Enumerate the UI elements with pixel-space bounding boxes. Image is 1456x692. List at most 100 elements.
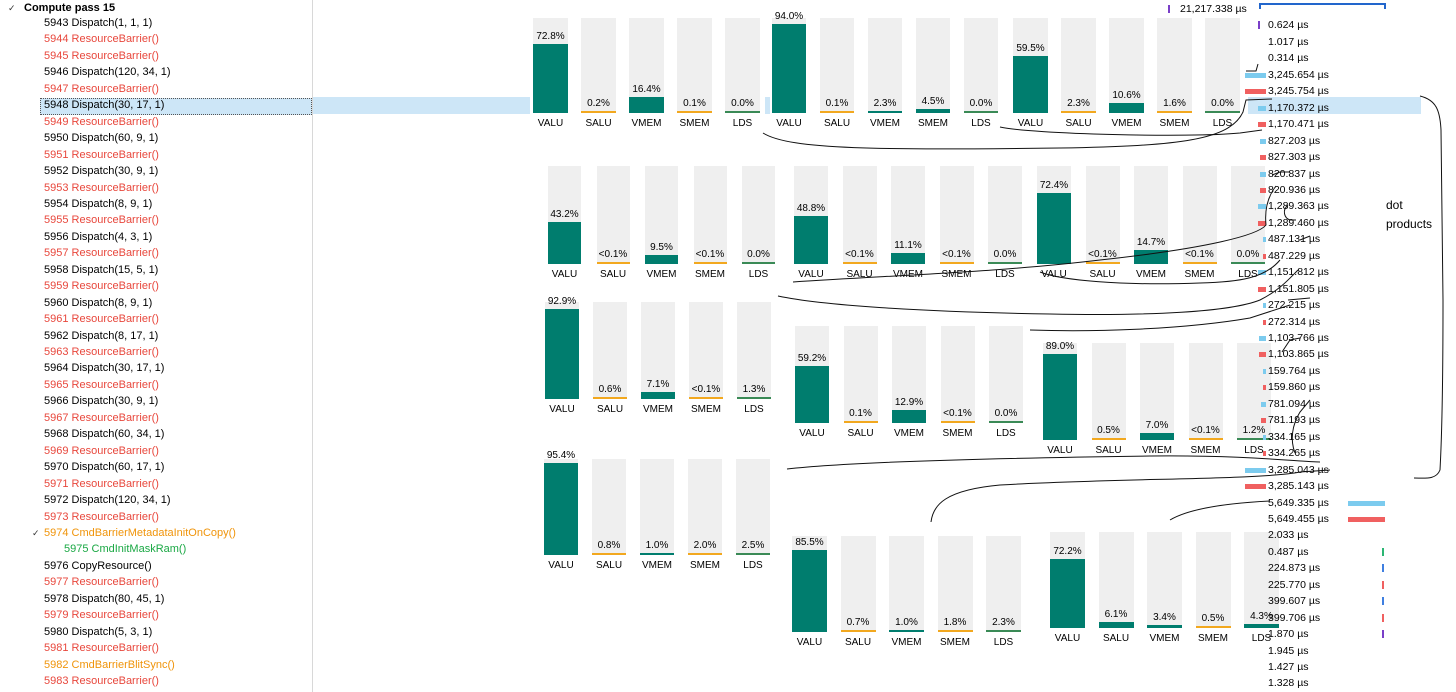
bar-category-label: VALU [786,637,833,648]
bar-smem [941,421,975,423]
bar-value-label: 95.4% [538,450,584,461]
tree-item[interactable]: 5975 CmdInitMaskRam() [64,541,186,557]
bar-value-label: 0.0% [983,408,1029,419]
tree-item[interactable]: 5977 ResourceBarrier() [44,574,159,590]
duration-value: 1,151.812 µs [1268,264,1329,280]
tree-item[interactable]: 5973 ResourceBarrier() [44,509,159,525]
duration-tick [1382,597,1384,605]
tree-item[interactable]: 5962 Dispatch(8, 17, 1) [44,328,158,344]
tree-item[interactable]: 5968 Dispatch(60, 34, 1) [44,426,164,442]
duration-value: 1,170.372 µs [1268,100,1329,116]
tree-item[interactable]: 5967 ResourceBarrier() [44,410,159,426]
tree-item[interactable]: 5981 ResourceBarrier() [44,640,159,656]
duration-value: 3,285.043 µs [1268,462,1329,478]
tree-item[interactable]: 5972 Dispatch(120, 34, 1) [44,492,171,508]
bar-smem [1189,438,1223,440]
duration-bar [1348,501,1385,506]
tree-item[interactable]: 5969 ResourceBarrier() [44,443,159,459]
bar-valu [533,44,568,113]
duration-bar [1263,385,1266,390]
tree-item[interactable]: 5944 ResourceBarrier() [44,31,159,47]
tree-item[interactable]: 5946 Dispatch(120, 34, 1) [44,64,171,80]
duration-value: 781.193 µs [1268,412,1320,428]
bar-valu [548,222,581,264]
tree-item[interactable]: 5971 ResourceBarrier() [44,476,159,492]
duration-value: 1,289.363 µs [1268,198,1329,214]
chevron-down-icon[interactable]: ✓ [32,528,40,539]
duration-value: 781.094 µs [1268,396,1320,412]
bar-salu [592,553,626,555]
duration-value: 159.764 µs [1268,363,1320,379]
tree-item[interactable]: 5980 Dispatch(5, 3, 1) [44,624,152,640]
bar-category-label: VMEM [862,118,908,129]
tree-item[interactable]: 5976 CopyResource() [44,558,152,574]
tree-item[interactable]: 5960 Dispatch(8, 9, 1) [44,295,152,311]
tree-item[interactable]: 5951 ResourceBarrier() [44,147,159,163]
tree-item[interactable]: 5983 ResourceBarrier() [44,673,159,689]
bar-value-label: 89.0% [1037,341,1083,352]
bar-value-label: 2.0% [682,540,728,551]
bar-smem [1183,262,1217,264]
bar-salu [820,111,854,113]
bar-value-label: 10.6% [1103,90,1150,101]
tree-item[interactable]: 5964 Dispatch(30, 17, 1) [44,360,164,376]
bar-category-label: LDS [719,118,766,129]
duration-tick [1258,21,1260,29]
tree-item[interactable]: 5982 CmdBarrierBlitSync() [44,657,175,673]
tree-item[interactable]: 5943 Dispatch(1, 1, 1) [44,15,152,31]
bar-category-label: VMEM [634,560,680,571]
bar-smem [694,262,727,264]
tree-item[interactable]: 5954 Dispatch(8, 9, 1) [44,196,152,212]
tree-item[interactable]: 5956 Dispatch(4, 3, 1) [44,229,152,245]
connector-line [787,456,1320,469]
tree-item[interactable]: 5945 ResourceBarrier() [44,48,159,64]
duration-value: 827.303 µs [1268,149,1320,165]
tree-item[interactable]: 5979 ResourceBarrier() [44,607,159,623]
tree-item[interactable]: 5950 Dispatch(60, 9, 1) [44,130,158,146]
bar-smem [1196,626,1231,628]
tree-item[interactable]: 5953 ResourceBarrier() [44,180,159,196]
bar-value-label: 1.0% [634,540,680,551]
bar-salu [1061,111,1096,113]
tree-item[interactable]: 5961 ResourceBarrier() [44,311,159,327]
bar-value-label: 2.3% [980,617,1027,628]
bar-value-label: 0.0% [958,98,1004,109]
annotation-note: dot products [1386,196,1432,234]
duration-bar [1263,303,1266,308]
bar-lds [736,553,770,555]
duration-value: 1.328 µs [1268,675,1309,691]
duration-value: 1,151.805 µs [1268,281,1329,297]
tree-item[interactable]: 5955 ResourceBarrier() [44,212,159,228]
tree-item[interactable]: 5947 ResourceBarrier() [44,81,159,97]
bar-salu [844,421,878,423]
bar-value-label: 4.5% [910,96,956,107]
tree-item[interactable]: 5952 Dispatch(30, 9, 1) [44,163,158,179]
tree-item[interactable]: 5978 Dispatch(80, 45, 1) [44,591,164,607]
duration-value: 399.706 µs [1268,610,1320,626]
bar-value-label: 59.5% [1007,43,1054,54]
duration-value: 1.017 µs [1268,34,1309,50]
tree-item[interactable]: 5959 ResourceBarrier() [44,278,159,294]
tree-item[interactable]: 5970 Dispatch(60, 17, 1) [44,459,164,475]
tree-item[interactable]: 5958 Dispatch(15, 5, 1) [44,262,158,278]
bar-category-label: SALU [835,637,882,648]
bar-category-label: VALU [1037,445,1083,456]
bar-value-label: 14.7% [1128,237,1174,248]
bar-category-label: VMEM [635,404,681,415]
tree-item[interactable]: 5963 ResourceBarrier() [44,344,159,360]
bar-vmem [641,392,675,399]
tree-item[interactable]: 5965 ResourceBarrier() [44,377,159,393]
bar-value-label: 3.4% [1141,612,1188,623]
chevron-down-icon[interactable]: ✓ [8,3,16,14]
bar-vmem [1140,433,1174,440]
compute-pass-header[interactable]: Compute pass 15 [24,0,115,16]
bar-value-label: 0.7% [835,617,882,628]
event-tree[interactable]: ✓ Compute pass 15 5943 Dispatch(1, 1, 1)… [0,0,313,692]
bar-value-label: 0.2% [575,98,622,109]
tree-item[interactable]: 5948 Dispatch(30, 17, 1) [44,97,164,113]
tree-item[interactable]: 5957 ResourceBarrier() [44,245,159,261]
tree-item[interactable]: 5974 CmdBarrierMetadataInitOnCopy() [44,525,236,541]
bar-category-label: LDS [980,637,1027,648]
tree-item[interactable]: 5949 ResourceBarrier() [44,114,159,130]
tree-item[interactable]: 5966 Dispatch(30, 9, 1) [44,393,158,409]
